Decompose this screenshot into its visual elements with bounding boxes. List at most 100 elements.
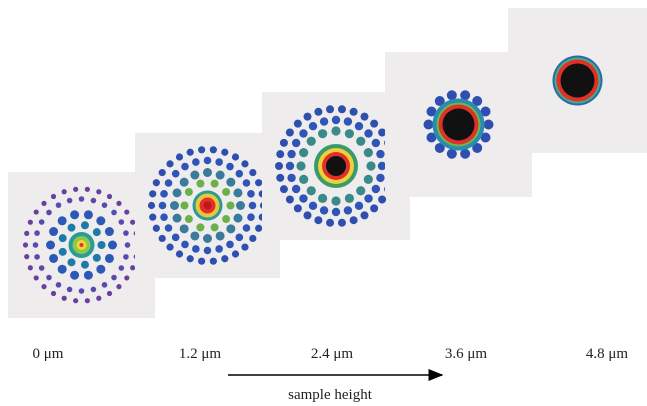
- core: [561, 64, 595, 98]
- spot: [326, 219, 334, 227]
- spot: [180, 178, 189, 187]
- spot: [185, 188, 193, 196]
- spot: [215, 158, 223, 166]
- spot: [318, 129, 327, 138]
- spot: [85, 187, 90, 192]
- spot: [111, 275, 117, 281]
- spot: [187, 149, 194, 156]
- spot: [49, 254, 58, 263]
- spot: [276, 150, 284, 158]
- spot: [424, 120, 434, 130]
- spot: [372, 139, 380, 147]
- spot: [222, 188, 230, 196]
- spot: [70, 271, 79, 280]
- spot: [332, 208, 340, 216]
- spot: [356, 137, 365, 146]
- spot: [255, 225, 262, 232]
- spot: [287, 150, 295, 158]
- spot: [93, 254, 101, 262]
- spot: [192, 158, 200, 166]
- spot: [241, 160, 248, 167]
- spot: [81, 261, 89, 269]
- spot: [39, 219, 45, 225]
- spot: [96, 265, 105, 274]
- spot: [378, 128, 386, 136]
- panel-label: 4.8 μm: [586, 346, 629, 362]
- spot: [33, 242, 39, 248]
- spot: [203, 234, 212, 243]
- spot: [67, 287, 73, 293]
- spot: [227, 202, 235, 210]
- spot: [116, 284, 121, 289]
- spot: [372, 185, 380, 193]
- spot: [350, 108, 358, 116]
- core: [443, 109, 475, 141]
- spot: [338, 219, 346, 227]
- spot: [91, 287, 97, 293]
- spot: [181, 241, 189, 249]
- spot: [236, 234, 244, 242]
- spot: [62, 189, 67, 194]
- spot: [364, 129, 372, 137]
- core: [204, 202, 212, 210]
- spot: [108, 241, 117, 250]
- spot: [309, 202, 317, 210]
- spot: [153, 179, 160, 186]
- spot: [280, 185, 288, 193]
- spot: [172, 170, 180, 178]
- spot: [247, 213, 255, 221]
- spot: [226, 241, 234, 249]
- spot: [34, 275, 39, 280]
- spot: [28, 220, 33, 225]
- spot: [198, 258, 205, 265]
- spot: [249, 202, 257, 210]
- spot: [56, 282, 62, 288]
- spot: [130, 265, 135, 270]
- spot: [216, 231, 225, 240]
- spot: [309, 122, 317, 130]
- spot: [24, 254, 29, 259]
- spot: [173, 188, 182, 197]
- spot: [292, 139, 300, 147]
- spot: [331, 126, 340, 135]
- spot: [70, 210, 79, 219]
- spot: [81, 221, 89, 229]
- spot: [299, 129, 307, 137]
- spot: [320, 206, 328, 214]
- panel-label: 1.2 μm: [179, 346, 222, 362]
- spot: [105, 227, 114, 236]
- spot: [210, 258, 217, 265]
- spot: [130, 220, 135, 225]
- spot: [320, 117, 328, 125]
- spot: [370, 204, 378, 212]
- spot: [96, 189, 101, 194]
- spot: [243, 179, 251, 187]
- spot: [124, 275, 129, 280]
- spot: [68, 258, 76, 266]
- spot: [326, 105, 334, 113]
- panel-label: 2.4 μm: [311, 346, 354, 362]
- spot: [102, 202, 108, 208]
- spot: [116, 201, 121, 206]
- spot: [361, 211, 369, 219]
- spot: [111, 210, 117, 216]
- spot: [294, 204, 302, 212]
- spot: [84, 271, 93, 280]
- spot: [96, 216, 105, 225]
- spot: [221, 255, 228, 262]
- spot: [107, 194, 112, 199]
- spot: [236, 170, 244, 178]
- spot: [190, 231, 199, 240]
- spot: [249, 169, 256, 176]
- spot: [222, 215, 230, 223]
- spot: [304, 113, 312, 121]
- spot: [294, 120, 302, 128]
- spot: [148, 202, 155, 209]
- spot: [56, 202, 62, 208]
- panel-label: 3.6 μm: [445, 346, 488, 362]
- spot: [49, 227, 58, 236]
- spot: [226, 178, 235, 187]
- spot: [331, 196, 340, 205]
- figure: 0 μm 1.2 μm 2.4 μm 3.6 μm 4.8 μm sample …: [0, 0, 647, 406]
- spot: [102, 282, 108, 288]
